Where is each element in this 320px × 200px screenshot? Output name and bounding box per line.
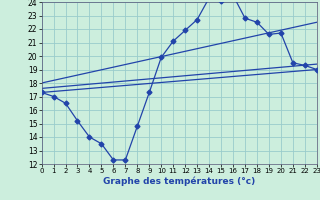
- X-axis label: Graphe des températures (°c): Graphe des températures (°c): [103, 177, 255, 186]
